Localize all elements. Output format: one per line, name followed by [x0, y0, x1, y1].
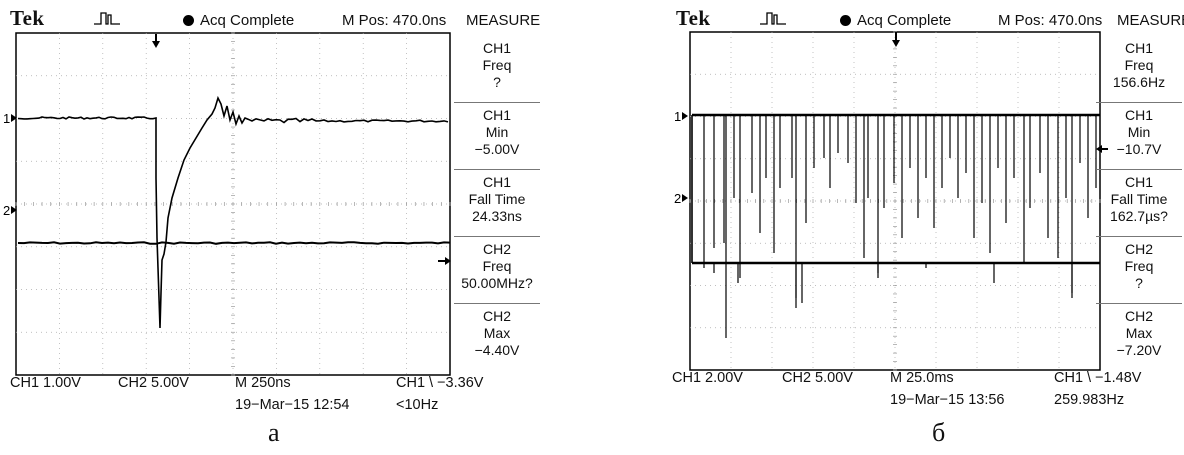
measurement-5: CH2 Max −4.40V [452, 308, 542, 359]
measurement-4: CH2 Freq ? [1094, 241, 1184, 292]
ch1-marker-arrow-icon [11, 114, 17, 122]
measurement-channel: CH2 [482, 241, 511, 257]
ch2-marker: 2 [674, 191, 681, 206]
scope-panel-b: Tek Acq Complete M Pos: 470.0ns MEASURE … [668, 0, 1184, 455]
scope-panel-a: Tek Acq Complete M Pos: 470.0ns MEASURE … [0, 0, 560, 455]
trigger-position-icon [892, 40, 900, 47]
measure-title: MEASURE [1117, 12, 1184, 29]
ch1-scale: CH1 2.00V [672, 370, 743, 386]
brand-logo: Tek [10, 6, 45, 30]
waveform-screen: 1 2 [3, 32, 451, 376]
measurement-divider [1096, 236, 1182, 237]
measurement-name: Freq [482, 258, 512, 274]
measurement-divider [454, 236, 540, 237]
measurement-name: Max [483, 325, 511, 341]
measure-panel: CH1 Freq 156.6Hz CH1 Min −10.7V CH1 Fall… [1094, 40, 1184, 376]
measurement-name: Freq [1124, 57, 1154, 73]
measurement-channel: CH2 [482, 308, 511, 324]
ch1-trace [17, 95, 449, 329]
measurement-divider [454, 303, 540, 304]
measurement-value: −10.7V [1116, 141, 1162, 157]
acquisition-mode-icon [760, 12, 786, 25]
measurement-name: Min [485, 124, 509, 140]
measurement-value: ? [1135, 275, 1143, 291]
graticule [15, 32, 451, 376]
measurement-value: 162.7µs? [1110, 208, 1168, 224]
measurement-name: Min [1127, 124, 1151, 140]
ch2-marker-arrow-icon [682, 194, 688, 202]
measurement-4: CH2 Freq 50.00MHz? [452, 241, 542, 292]
trigger-frequency: 259.983Hz [1054, 392, 1125, 408]
ch2-marker: 2 [3, 203, 10, 218]
status-label: Acq Complete [857, 12, 952, 29]
trigger-frequency: <10Hz [396, 397, 439, 413]
timebase: M 250ns [235, 375, 291, 391]
measurement-channel: CH1 [482, 40, 511, 56]
brand-logo: Tek [676, 6, 711, 30]
measurement-channel: CH1 [482, 174, 511, 190]
measurement-2: CH1 Min −5.00V [452, 107, 542, 158]
measurement-channel: CH1 [482, 107, 511, 123]
measurement-value: −7.20V [1116, 342, 1162, 358]
ch2-trace [17, 241, 451, 245]
measurement-value: 50.00MHz? [461, 275, 533, 291]
measurement-channel: CH1 [1124, 174, 1153, 190]
graticule [689, 31, 1101, 371]
measure-title: MEASURE [466, 12, 541, 29]
m-pos-readout: M Pos: 470.0ns [342, 12, 447, 29]
measurement-channel: CH2 [1124, 308, 1153, 324]
trigger-level-icon [1096, 145, 1102, 153]
m-pos-readout: M Pos: 470.0ns [998, 12, 1103, 29]
measurement-name: Fall Time [1110, 191, 1168, 207]
measurement-value: 156.6Hz [1112, 74, 1166, 90]
date-time: 19−Mar−15 12:54 [235, 397, 350, 413]
measurement-value: ? [493, 74, 501, 90]
measurement-name: Max [1125, 325, 1153, 341]
measurement-value: −5.00V [474, 141, 520, 157]
measurement-2: CH1 Min −10.7V [1094, 107, 1184, 158]
measurement-value: 24.33ns [472, 208, 522, 224]
measurement-divider [1096, 303, 1182, 304]
measurement-1: CH1 Freq 156.6Hz [1094, 40, 1184, 91]
trigger-setting: CH1 \ −1.48V [1054, 370, 1142, 386]
trigger-setting: CH1 \ −3.36V [396, 375, 484, 391]
measurement-divider [1096, 102, 1182, 103]
ch1-marker-arrow-icon [682, 112, 688, 120]
ch1-marker: 1 [674, 109, 681, 124]
measurement-name: Fall Time [468, 191, 526, 207]
acquisition-mode-icon [94, 12, 120, 25]
measurement-channel: CH1 [1124, 107, 1153, 123]
figure-caption: б [932, 418, 946, 447]
ch2-marker-arrow-icon [11, 206, 17, 214]
measurement-name: Freq [482, 57, 512, 73]
measurement-value: −4.40V [474, 342, 520, 358]
ch2-scale: CH2 5.00V [782, 370, 853, 386]
ch1-marker: 1 [3, 111, 10, 126]
waveform-screen: 1 2 [674, 31, 1108, 371]
measurement-channel: CH1 [1124, 40, 1153, 56]
run-status-icon [840, 15, 851, 26]
measurement-divider [454, 102, 540, 103]
trigger-position-icon [152, 41, 160, 48]
acquisition-status: Acq Complete [840, 12, 951, 29]
measurement-divider [454, 169, 540, 170]
measurement-1: CH1 Freq ? [452, 40, 542, 91]
timebase: M 25.0ms [890, 370, 954, 386]
measurement-channel: CH2 [1124, 241, 1153, 257]
waveform-traces [691, 113, 1100, 338]
measure-panel: CH1 Freq ? CH1 Min −5.00V CH1 Fall Time … [452, 40, 542, 376]
run-status-icon [183, 15, 194, 26]
acquisition-status: Acq Complete [183, 12, 294, 29]
date-time: 19−Mar−15 13:56 [890, 392, 1005, 408]
measurement-3: CH1 Fall Time 162.7µs? [1094, 174, 1184, 225]
ch1-scale: CH1 1.00V [10, 375, 81, 391]
measurement-name: Freq [1124, 258, 1154, 274]
measurement-3: CH1 Fall Time 24.33ns [452, 174, 542, 225]
figure-caption: а [268, 418, 280, 447]
measurement-5: CH2 Max −7.20V [1094, 308, 1184, 359]
measurement-divider [1096, 169, 1182, 170]
ch2-scale: CH2 5.00V [118, 375, 189, 391]
status-label: Acq Complete [200, 12, 295, 29]
